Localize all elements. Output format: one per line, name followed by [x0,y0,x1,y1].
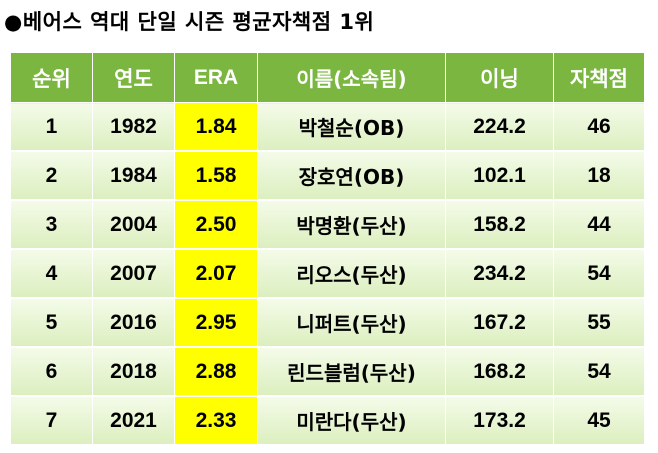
cell-name: 박철순(OB) [257,102,446,152]
cell-year: 2007 [92,248,175,299]
cell-innings: 234.2 [445,248,554,299]
cell-earned-runs: 54 [553,248,645,299]
cell-innings: 158.2 [445,199,554,250]
header-rank: 순위 [10,52,93,103]
cell-era: 2.50 [174,199,258,250]
page-title: ●베어스 역대 단일 시즌 평균자책점 1위 [4,10,375,34]
cell-name: 미란다(두산) [257,395,446,446]
table-header-row: 순위 연도 ERA 이름(소속팀) 이닝 자책점 [10,52,645,103]
era-leaders-table: 순위 연도 ERA 이름(소속팀) 이닝 자책점 1 1982 1.84 박철순… [10,52,645,446]
cell-name: 장호연(OB) [257,150,446,201]
cell-year: 2021 [92,395,175,446]
header-innings: 이닝 [445,52,554,103]
cell-name: 박명환(두산) [257,199,446,250]
cell-era: 2.07 [174,248,258,299]
cell-innings: 167.2 [445,297,554,348]
table-row: 3 2004 2.50 박명환(두산) 158.2 44 [10,199,645,250]
cell-earned-runs: 45 [553,395,645,446]
cell-name: 린드블럼(두산) [257,346,446,397]
cell-rank: 6 [10,346,93,397]
table-row: 7 2021 2.33 미란다(두산) 173.2 45 [10,395,645,446]
cell-earned-runs: 44 [553,199,645,250]
header-name-team: 이름(소속팀) [257,52,446,103]
cell-year: 2016 [92,297,175,348]
cell-rank: 1 [10,102,93,152]
header-era: ERA [174,52,258,103]
cell-earned-runs: 55 [553,297,645,348]
table-row: 4 2007 2.07 리오스(두산) 234.2 54 [10,248,645,299]
cell-year: 2018 [92,346,175,397]
cell-innings: 173.2 [445,395,554,446]
cell-earned-runs: 54 [553,346,645,397]
cell-rank: 3 [10,199,93,250]
table-row: 6 2018 2.88 린드블럼(두산) 168.2 54 [10,346,645,397]
cell-earned-runs: 18 [553,150,645,201]
cell-innings: 102.1 [445,150,554,201]
cell-name: 리오스(두산) [257,248,446,299]
table-row: 2 1984 1.58 장호연(OB) 102.1 18 [10,150,645,201]
cell-era: 2.95 [174,297,258,348]
cell-rank: 5 [10,297,93,348]
cell-innings: 168.2 [445,346,554,397]
cell-earned-runs: 46 [553,102,645,152]
table-row: 5 2016 2.95 니퍼트(두산) 167.2 55 [10,297,645,348]
cell-year: 1984 [92,150,175,201]
header-year: 연도 [92,52,175,103]
cell-era: 1.84 [174,102,258,152]
header-earned-runs: 자책점 [553,52,645,103]
cell-rank: 4 [10,248,93,299]
cell-era: 2.33 [174,395,258,446]
era-table-container: 순위 연도 ERA 이름(소속팀) 이닝 자책점 1 1982 1.84 박철순… [10,52,645,446]
cell-innings: 224.2 [445,102,554,152]
cell-year: 1982 [92,102,175,152]
cell-era: 1.58 [174,150,258,201]
table-row: 1 1982 1.84 박철순(OB) 224.2 46 [10,102,645,152]
cell-name: 니퍼트(두산) [257,297,446,348]
cell-year: 2004 [92,199,175,250]
cell-era: 2.88 [174,346,258,397]
cell-rank: 2 [10,150,93,201]
cell-rank: 7 [10,395,93,446]
